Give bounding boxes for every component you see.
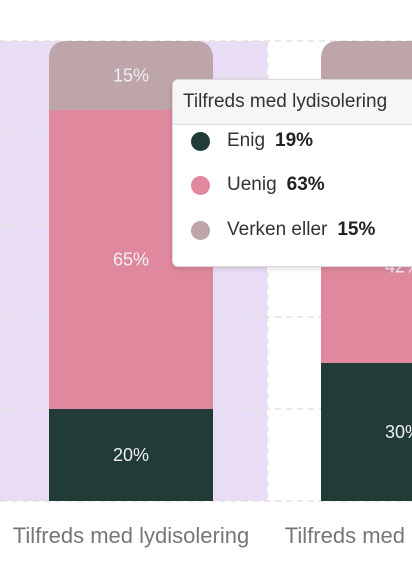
category-label: Tilfreds med lydisolering [13, 523, 249, 548]
tooltip-series-name: Uenig [227, 174, 277, 195]
bar-segment-enig [49, 409, 213, 501]
bar-value-label: 65% [113, 250, 149, 270]
tooltip-series-value: 15% [337, 219, 376, 240]
tooltip-series-value: 63% [286, 174, 325, 195]
tooltip-series-name: Enig [227, 130, 266, 151]
tooltip-series-name: Verken eller [227, 219, 328, 240]
category-label: Tilfreds med lydisolering [285, 523, 412, 548]
legend-dot-icon [191, 175, 210, 195]
bar-value-label: 15% [113, 66, 149, 86]
tooltip-row-uenig: Uenig 63% [191, 173, 325, 197]
tooltip-row-enig: Enig 19% [191, 129, 313, 153]
bar-value-label: 20% [113, 445, 149, 465]
tooltip-title: Tilfreds med lydisolering [173, 80, 412, 125]
tooltip-series-value: 19% [275, 130, 314, 151]
legend-dot-icon [191, 131, 210, 151]
legend-dot-icon [191, 220, 210, 240]
bar-segment-enig [321, 363, 412, 501]
chart-tooltip: Tilfreds med lydisolering Enig 19% Uenig… [172, 79, 412, 267]
bar-value-label: 30% [385, 422, 412, 442]
tooltip-row-verken-eller: Verken eller 15% [191, 218, 375, 242]
